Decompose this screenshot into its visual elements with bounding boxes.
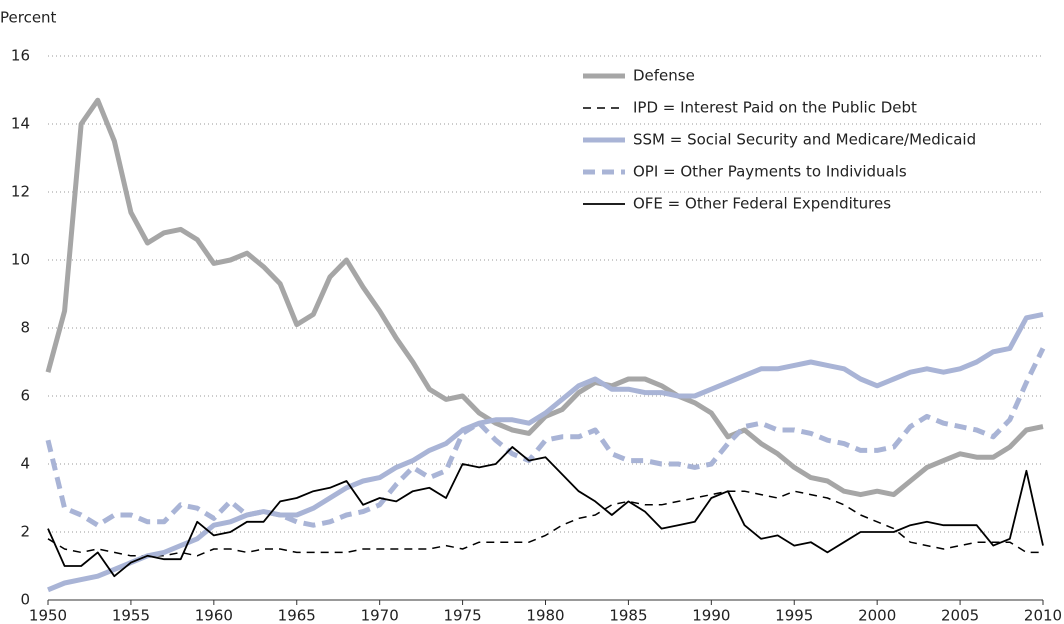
x-tick-label: 1975 — [443, 607, 481, 624]
y-tick-label: 2 — [20, 523, 30, 541]
series-line — [45, 347, 1046, 528]
series-line — [45, 97, 1044, 498]
legend-label: OFE = Other Federal Expenditures — [633, 195, 891, 213]
x-tick-label: 1980 — [526, 607, 564, 624]
y-tick-label: 14 — [11, 115, 30, 133]
y-tick-label: 4 — [20, 455, 30, 473]
series-line — [47, 446, 1044, 578]
y-tick-label: 6 — [20, 387, 30, 405]
x-tick-label: 1995 — [775, 607, 813, 624]
x-tick-label: 1990 — [692, 607, 730, 624]
legend-label: Defense — [633, 67, 695, 85]
x-tick-label: 1965 — [278, 607, 316, 624]
series-line — [47, 311, 1044, 593]
x-tick-label: 1960 — [195, 607, 233, 624]
legend-label: IPD = Interest Paid on the Public Debt — [633, 99, 917, 117]
y-tick-label: 12 — [11, 183, 30, 201]
x-tick-label: 2010 — [1024, 607, 1062, 624]
x-tick-label: 2000 — [858, 607, 896, 624]
y-tick-label: 10 — [11, 251, 30, 269]
x-tick-label: 1955 — [112, 607, 150, 624]
x-tick-label: 2005 — [941, 607, 979, 624]
legend-label: SSM = Social Security and Medicare/Medic… — [633, 131, 976, 149]
series-line — [47, 490, 1043, 557]
x-tick-label: 1950 — [29, 607, 67, 624]
y-tick-label: 8 — [20, 319, 30, 337]
x-tick-label: 1970 — [361, 607, 399, 624]
y-tick-label: 16 — [11, 47, 30, 65]
y-tick-label: 0 — [20, 591, 30, 609]
x-tick-label: 1985 — [609, 607, 647, 624]
legend-label: OPI = Other Payments to Individuals — [633, 163, 907, 181]
y-axis-label: Percent — [0, 9, 57, 27]
